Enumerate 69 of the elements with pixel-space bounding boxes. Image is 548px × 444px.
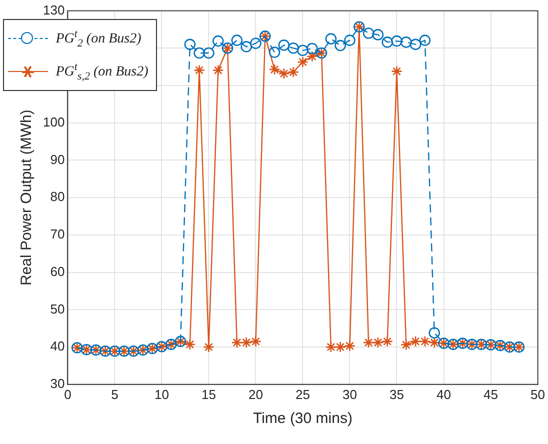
point — [372, 336, 384, 348]
point — [306, 50, 318, 62]
point — [212, 64, 224, 76]
point — [268, 64, 280, 76]
point — [362, 28, 374, 39]
point — [250, 336, 262, 348]
x-tick-label: 30 — [342, 386, 357, 402]
point — [372, 29, 384, 40]
x-tick-label: 0 — [64, 386, 72, 402]
point — [344, 34, 356, 46]
y-tick-label: 60 — [50, 264, 65, 279]
point — [382, 336, 393, 348]
point — [203, 341, 214, 353]
x-tick-label: 40 — [436, 386, 451, 402]
y-tick-label: 50 — [50, 301, 65, 316]
point — [194, 64, 205, 76]
y-axis-title: Real Power Output (MWh) — [18, 110, 36, 286]
point — [410, 336, 422, 348]
y-tick-label: 40 — [50, 338, 65, 354]
y-tick-label: 70 — [50, 226, 65, 242]
point — [419, 34, 431, 46]
point — [400, 36, 412, 48]
point — [203, 47, 214, 59]
x-tick-label: 45 — [484, 386, 498, 402]
legend-label: PG$^{t}$$_{s,2}$ (on Bus2) — [56, 60, 148, 82]
point — [306, 42, 318, 54]
point — [400, 339, 412, 350]
point — [419, 336, 431, 348]
x-tick-label: 10 — [154, 386, 169, 402]
point — [240, 336, 252, 348]
y-tick-label: 100 — [42, 114, 65, 130]
x-tick-label: 5 — [111, 386, 118, 402]
point — [194, 47, 205, 59]
point — [288, 42, 299, 54]
y-tick-label: 90 — [50, 152, 65, 167]
point — [297, 44, 308, 56]
point — [325, 33, 337, 44]
point — [231, 34, 243, 46]
point — [184, 338, 196, 350]
point — [334, 341, 346, 353]
point — [362, 336, 374, 348]
y-tick-label: 30 — [50, 376, 65, 391]
x-axis-title: Time (30 mins) — [252, 410, 352, 428]
y-tick-label: 80 — [50, 189, 65, 204]
point — [391, 35, 402, 47]
point — [231, 336, 243, 348]
legend-label: PG$^{t}$$_{2}$ (on Bus2) — [56, 28, 142, 50]
point — [288, 66, 299, 78]
point — [391, 66, 402, 77]
x-tick-label: 20 — [248, 386, 263, 402]
point — [184, 38, 196, 50]
x-tick-label: 25 — [295, 386, 310, 402]
point — [325, 341, 337, 353]
point — [334, 40, 346, 52]
x-tick-label: 15 — [201, 386, 216, 402]
point — [278, 40, 290, 51]
point — [278, 68, 290, 80]
point — [250, 38, 262, 49]
point — [382, 36, 393, 48]
point — [268, 46, 280, 58]
point — [428, 327, 440, 338]
point — [297, 56, 308, 68]
point — [212, 35, 224, 47]
x-tick-label: 50 — [530, 386, 546, 402]
point — [240, 41, 252, 52]
x-tick-label: 35 — [390, 386, 404, 402]
point — [344, 340, 356, 352]
point — [410, 38, 422, 50]
y-tick-label: 130 — [42, 2, 65, 18]
